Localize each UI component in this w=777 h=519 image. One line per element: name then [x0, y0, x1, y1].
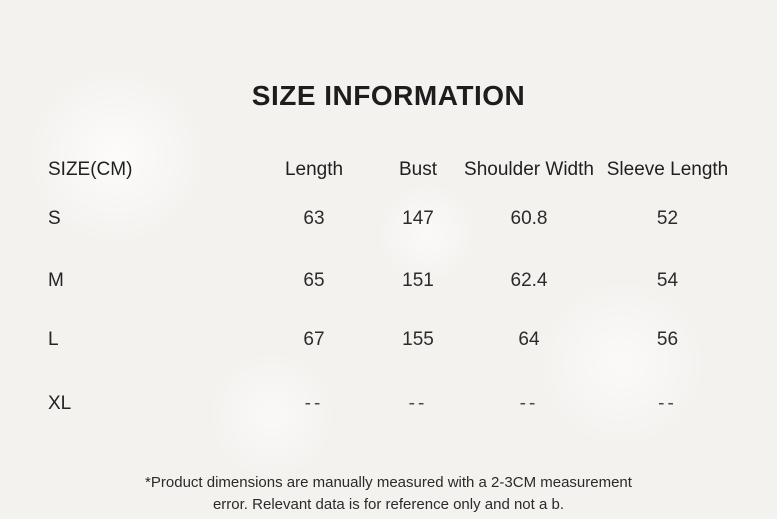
size-label: L: [48, 329, 59, 350]
size-label: M: [48, 270, 64, 291]
sleeve-length-value: 56: [656, 329, 679, 350]
shoulder-width-value: 64: [518, 329, 540, 350]
table-row-size-xl: XL -- -- -- --: [0, 391, 777, 417]
bust-value: 151: [402, 270, 434, 291]
table-header-row: SIZE(CM) Length Bust Shoulder Width Slee…: [0, 157, 777, 183]
size-label: S: [48, 208, 61, 229]
table-row-size-l: L 67 155 64 56: [0, 327, 777, 353]
column-header-size-cm: SIZE(CM): [48, 159, 133, 180]
bust-value: 147: [402, 208, 434, 229]
length-value: --: [304, 393, 324, 414]
length-value: 65: [303, 270, 325, 291]
table-row-size-s: S 63 147 60.8 52: [0, 206, 777, 232]
shoulder-width-value: 60.8: [510, 208, 548, 229]
footnote-line-2: error. Relevant data is for reference on…: [212, 496, 565, 513]
length-value: 67: [303, 329, 325, 350]
sleeve-length-value: 54: [656, 270, 679, 291]
bust-value: 155: [402, 329, 434, 350]
shoulder-width-value: --: [519, 393, 539, 414]
sleeve-length-value: --: [658, 393, 677, 414]
bust-value: --: [408, 393, 428, 414]
column-header-length: Length: [284, 159, 344, 180]
sleeve-length-value: 52: [656, 208, 679, 229]
footnote-line-1: *Product dimensions are manually measure…: [145, 474, 632, 491]
column-header-sleeve-length: Sleeve Length: [606, 159, 729, 180]
length-value: 63: [303, 208, 325, 229]
footnote: *Product dimensions are manually measure…: [0, 472, 777, 516]
table-row-size-m: M 65 151 62.4 54: [0, 268, 777, 294]
page-title: SIZE INFORMATION: [251, 80, 526, 111]
shoulder-width-value: 62.4: [510, 270, 548, 291]
column-header-bust: Bust: [398, 159, 438, 180]
column-header-shoulder-width: Shoulder Width: [464, 159, 594, 180]
size-label: XL: [48, 393, 72, 414]
